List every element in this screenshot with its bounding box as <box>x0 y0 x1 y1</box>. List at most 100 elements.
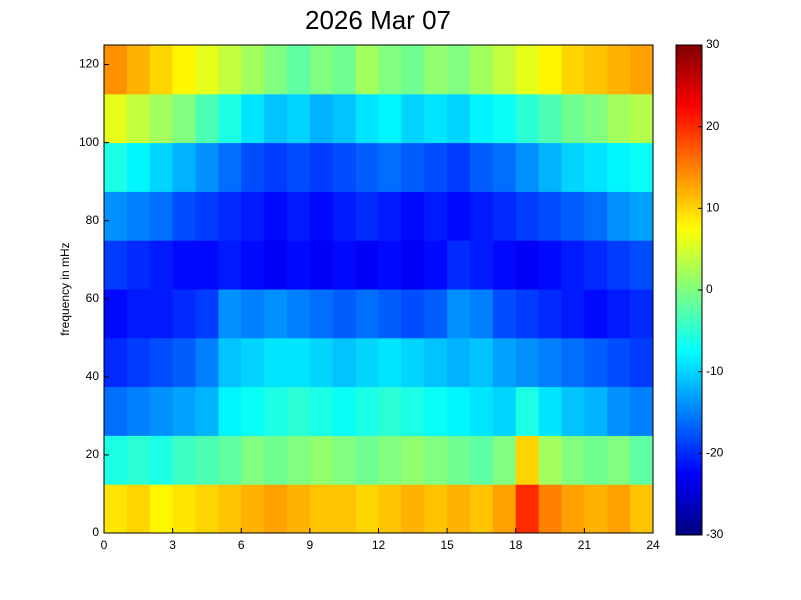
x-tick-label: 0 <box>101 538 108 552</box>
heat-cell <box>401 45 425 95</box>
heat-cell <box>241 142 265 192</box>
heat-cell <box>515 191 540 241</box>
heat-cell <box>401 435 425 485</box>
heat-cell <box>630 45 654 95</box>
heat-cell <box>630 142 654 192</box>
heat-cell <box>515 337 540 388</box>
heat-cell <box>470 484 494 534</box>
heat-cell <box>561 386 585 436</box>
heat-cell <box>104 93 128 144</box>
heat-cell <box>538 93 562 144</box>
heat-cell <box>309 435 334 485</box>
heat-cell <box>447 191 471 241</box>
y-tick-label: 40 <box>86 369 100 383</box>
heat-cell <box>241 289 265 339</box>
heat-cell <box>378 142 402 192</box>
heat-cell <box>332 191 357 241</box>
heat-cell <box>470 240 494 290</box>
heat-cell <box>424 386 448 436</box>
heat-cell <box>149 240 174 290</box>
heat-cell <box>378 240 402 290</box>
heat-cell <box>287 484 311 534</box>
heat-cell <box>287 337 311 388</box>
heat-cell <box>515 435 540 485</box>
heat-cell <box>584 142 608 192</box>
heat-cell <box>401 142 425 192</box>
heat-cell <box>630 337 654 388</box>
heat-cell <box>241 337 265 388</box>
heat-cell <box>126 484 151 534</box>
heat-cell <box>424 93 448 144</box>
heat-cell <box>264 337 288 388</box>
heat-cell <box>195 240 219 290</box>
heat-cell <box>470 45 494 95</box>
heat-cell <box>607 386 631 436</box>
heat-cell <box>401 191 425 241</box>
heat-cell <box>630 484 654 534</box>
heat-cell <box>561 93 585 144</box>
heat-cell <box>607 45 631 95</box>
heat-cell <box>378 93 402 144</box>
heat-cell <box>355 240 379 290</box>
x-tick-label: 24 <box>646 538 660 552</box>
heat-cell <box>401 484 425 534</box>
heat-cell <box>607 142 631 192</box>
heat-cell <box>538 289 562 339</box>
heat-cell <box>355 142 379 192</box>
heat-cell <box>332 337 357 388</box>
heat-cell <box>126 191 151 241</box>
heat-cell <box>538 191 562 241</box>
heat-cell <box>378 45 402 95</box>
heat-cell <box>515 240 540 290</box>
heat-cell <box>447 142 471 192</box>
heat-cell <box>607 435 631 485</box>
heat-cell <box>424 337 448 388</box>
heat-cell <box>470 337 494 388</box>
heat-cell <box>195 337 219 388</box>
heat-cell <box>378 289 402 339</box>
heat-cell <box>355 337 379 388</box>
heat-cell <box>584 289 608 339</box>
heat-cell <box>515 484 540 534</box>
heat-cell <box>424 484 448 534</box>
heat-cell <box>538 45 562 95</box>
y-tick-label: 80 <box>86 213 100 227</box>
heat-cell <box>287 93 311 144</box>
heat-cell <box>515 386 540 436</box>
heat-cell <box>264 191 288 241</box>
heat-cell <box>447 386 471 436</box>
heat-cell <box>126 142 151 192</box>
heat-cell <box>287 240 311 290</box>
x-tick-label: 18 <box>509 538 523 552</box>
heat-cell <box>195 45 219 95</box>
heat-cell <box>149 337 174 388</box>
heat-cell <box>172 191 196 241</box>
y-tick-label: 60 <box>86 291 100 305</box>
heat-cell <box>355 289 379 339</box>
heat-cell <box>172 93 196 144</box>
heat-cell <box>104 240 128 290</box>
heat-cell <box>378 484 402 534</box>
heat-cell <box>309 337 334 388</box>
heat-cell <box>195 386 219 436</box>
heat-cell <box>195 93 219 144</box>
heat-cell <box>104 337 128 388</box>
heat-cell <box>401 240 425 290</box>
heat-cell <box>607 289 631 339</box>
heat-cell <box>195 435 219 485</box>
heat-cell <box>195 191 219 241</box>
heat-cell <box>607 484 631 534</box>
x-tick-label: 15 <box>440 538 454 552</box>
heat-cell <box>332 93 357 144</box>
heat-cell <box>104 142 128 192</box>
heat-cell <box>630 435 654 485</box>
heat-cell <box>218 435 242 485</box>
heat-cell <box>332 386 357 436</box>
heat-cell <box>447 93 471 144</box>
heat-cell <box>126 93 151 144</box>
heat-cell <box>470 435 494 485</box>
heat-cell <box>218 191 242 241</box>
heat-cell <box>447 435 471 485</box>
heat-cell <box>172 435 196 485</box>
heat-cell <box>561 191 585 241</box>
